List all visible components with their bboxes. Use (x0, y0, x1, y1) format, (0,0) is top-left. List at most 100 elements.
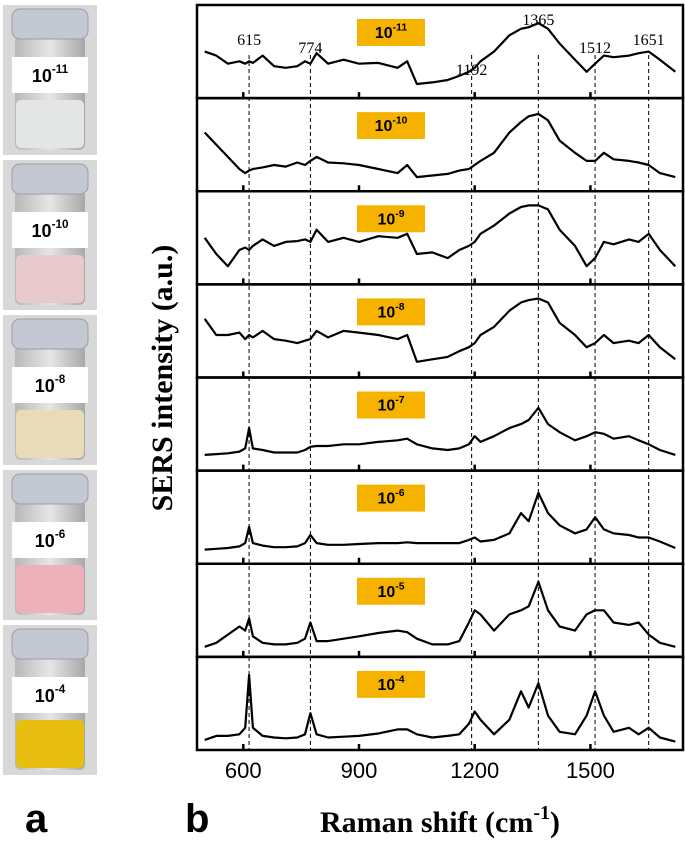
vial-liquid (16, 255, 84, 303)
label-base: 10 (377, 677, 395, 694)
label-box (12, 367, 88, 403)
vial: 10-6 (3, 470, 97, 620)
panel-frame (195, 190, 685, 286)
label-base: 10 (375, 118, 393, 135)
label-exponent: -10 (392, 115, 407, 126)
label-base: 10 (377, 398, 395, 415)
x-tick-label: 600 (225, 758, 262, 783)
label-base: 10 (35, 686, 55, 706)
concentration-label: 10-10 (32, 218, 69, 241)
vial-cap (11, 318, 89, 350)
x-axis-label: Raman shift (cm-1) (320, 802, 560, 839)
label-exponent: -7 (395, 395, 404, 406)
vial-cap (11, 8, 89, 40)
concentration-box (357, 205, 425, 233)
spectrum (204, 673, 676, 743)
x-axis-label-tail: ) (550, 806, 560, 839)
label-base: 10 (377, 211, 395, 228)
y-axis-label: SERS intensity (a.u.) (146, 245, 179, 512)
concentration-box (357, 484, 425, 512)
concentration-box (357, 577, 425, 605)
panel-frame (195, 376, 685, 472)
panel-letter: a (25, 797, 48, 841)
label-exponent: -5 (395, 581, 404, 592)
label-base: 10 (32, 66, 52, 86)
label-exponent: -8 (395, 302, 404, 313)
peak-label: 615 (237, 32, 261, 49)
concentration-label: 10-7 (377, 395, 404, 415)
vial-cap (11, 163, 89, 195)
spectrum (203, 297, 676, 363)
label-base: 10 (377, 584, 395, 601)
vial-cap (11, 473, 89, 505)
label-exponent: -11 (393, 22, 408, 33)
label-exponent: -11 (52, 63, 69, 76)
vial-cap (11, 628, 89, 660)
concentration-label: 10-11 (32, 63, 69, 86)
panel-frame (195, 469, 685, 565)
concentration-label: 10-11 (375, 22, 407, 42)
panel-frame (195, 96, 685, 193)
label-box (12, 57, 88, 93)
concentration-label: 10-8 (35, 373, 66, 396)
label-exponent: -9 (395, 209, 404, 220)
concentration-box (357, 112, 425, 140)
label-base: 10 (35, 531, 55, 551)
peak-label: 1365 (522, 12, 554, 29)
panel-frame (195, 655, 685, 752)
concentration-box (357, 19, 425, 46)
peak-label: 1651 (633, 32, 665, 49)
label-base: 10 (377, 491, 395, 508)
concentration-label: 10-6 (377, 488, 404, 508)
peak-label: 1512 (579, 40, 611, 57)
label-exponent: -4 (395, 674, 404, 685)
x-axis-label-sup: -1 (533, 802, 550, 824)
spectrum (204, 580, 676, 648)
concentration-label: 10-4 (35, 683, 66, 706)
label-base: 10 (35, 376, 55, 396)
label-exponent: -4 (55, 683, 66, 696)
concentration-box (357, 391, 425, 419)
concentration-box (357, 298, 425, 326)
concentration-label: 10-10 (375, 115, 408, 135)
label-exponent: -6 (395, 488, 404, 499)
vial: 10-8 (3, 315, 97, 465)
vial: 10-4 (3, 625, 97, 775)
concentration-label: 10-8 (377, 302, 404, 322)
concentration-label: 10-6 (35, 528, 66, 551)
concentration-label: 10-9 (377, 209, 404, 229)
spectrum (204, 22, 676, 86)
label-exponent: -10 (52, 218, 69, 231)
spectrum (204, 406, 676, 456)
x-tick-label: 900 (341, 758, 378, 783)
vial-liquid (16, 565, 84, 613)
panel-frame (195, 283, 685, 379)
label-box (12, 522, 88, 558)
concentration-box (357, 670, 425, 698)
label-exponent: -6 (55, 528, 66, 541)
concentration-label: 10-5 (377, 581, 404, 601)
x-axis-label-text: Raman shift (cm (320, 806, 533, 839)
vial-liquid (16, 410, 84, 458)
label-base: 10 (32, 221, 52, 241)
label-box (12, 212, 88, 248)
concentration-label: 10-4 (377, 674, 404, 694)
vial: 10-10 (3, 160, 97, 310)
vial: 10-11 (3, 5, 97, 155)
x-tick-label: 1500 (566, 758, 615, 783)
label-base: 10 (375, 25, 393, 42)
label-exponent: -8 (55, 373, 66, 386)
vial-liquid (16, 100, 84, 148)
panel-letter: b (185, 797, 209, 841)
label-box (12, 677, 88, 713)
spectrum (203, 204, 677, 268)
label-base: 10 (377, 305, 395, 322)
spectrum (203, 112, 676, 179)
spectrum (204, 491, 676, 551)
vial-liquid (16, 720, 84, 768)
x-tick-label: 1200 (450, 758, 499, 783)
